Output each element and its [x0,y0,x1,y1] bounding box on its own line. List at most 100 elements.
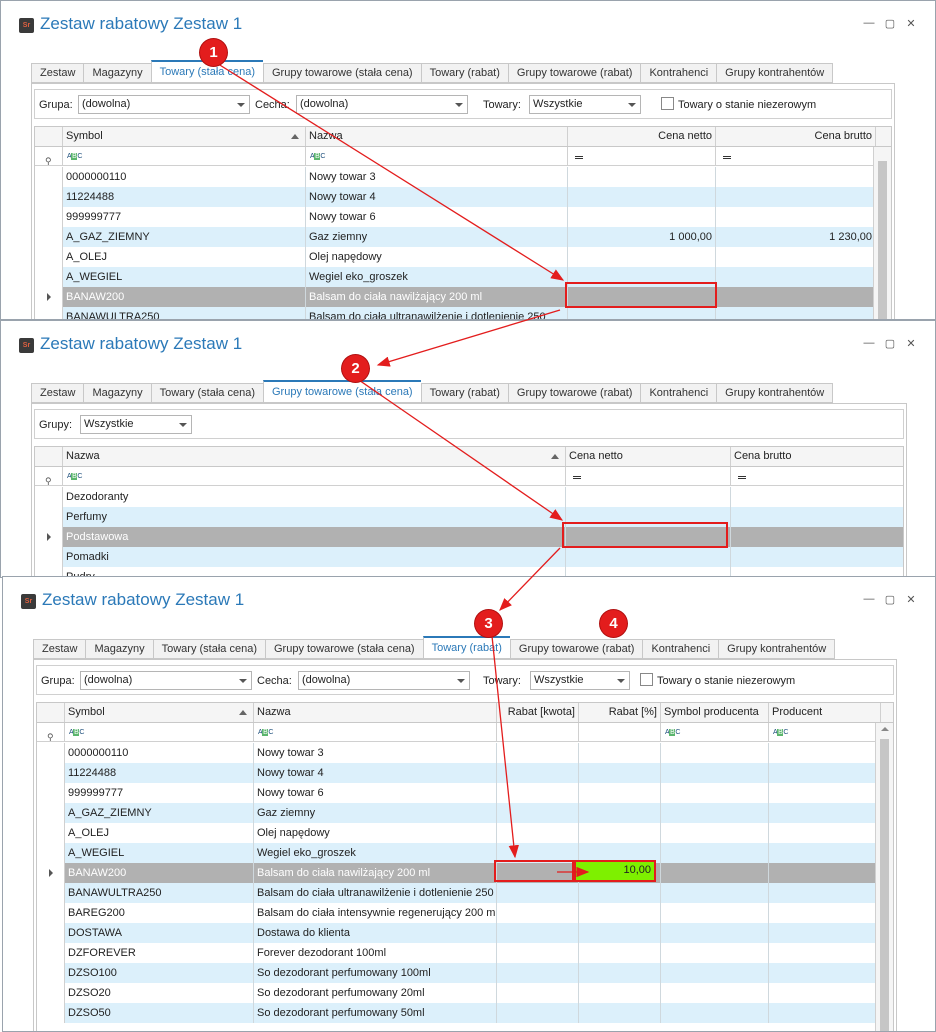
close-icon[interactable]: ✕ [906,594,916,606]
cell-discount-percent[interactable] [579,803,661,823]
cell-symbol[interactable]: 999999777 [65,783,254,803]
scrollbar-thumb[interactable] [878,161,887,319]
cell-net-price[interactable] [568,307,716,319]
cell-producer-symbol[interactable] [661,743,769,763]
cell-producer[interactable] [769,783,881,803]
cell-net-price[interactable] [566,567,731,577]
tab-zestaw[interactable]: Zestaw [33,639,86,659]
cell-producer-symbol[interactable] [661,783,769,803]
row-indicator[interactable] [37,863,65,883]
cell-net-price[interactable] [568,207,716,227]
cell-symbol[interactable]: DZSO50 [65,1003,254,1023]
row-indicator[interactable] [35,307,63,319]
column-header-symbol[interactable]: Symbol [63,127,306,146]
goods-combo[interactable]: Wszystkie [529,95,641,114]
cell-producer[interactable] [769,963,881,983]
cell-producer[interactable] [769,863,881,883]
maximize-icon[interactable]: ▢ [884,338,896,350]
tab-towary-rabat[interactable]: Towary (rabat) [420,383,508,403]
cell-producer[interactable] [769,923,881,943]
filter-cell-name[interactable]: ABC [63,467,566,485]
cell-name[interactable]: Olej napędowy [254,823,497,843]
cell-discount-percent[interactable] [579,783,661,803]
cell-producer-symbol[interactable] [661,843,769,863]
cell-producer-symbol[interactable] [661,903,769,923]
row-indicator[interactable] [37,983,65,1003]
table-row[interactable]: BANAWULTRA250 Balsam do ciała ultranawilż… [37,883,893,903]
tab-towary-stala-cena[interactable]: Towary (stała cena) [152,639,265,659]
cell-name[interactable]: Nowy towar 4 [254,763,497,783]
cell-producer[interactable] [769,883,881,903]
cell-discount-amount[interactable] [497,1003,579,1023]
tab-magazyny[interactable]: Magazyny [85,639,153,659]
cell-net-price[interactable] [566,487,731,507]
table-row[interactable]: A_GAZ_ZIEMNY Gaz ziemny 1 000,00 1 230,00 [35,227,891,247]
vertical-scrollbar[interactable] [873,147,891,319]
table-row[interactable]: Pomadki [35,547,903,567]
cell-name[interactable]: Pudry [63,567,566,577]
cell-name[interactable]: Nowy towar 3 [254,743,497,763]
cell-name[interactable]: Wegiel eko_groszek [306,267,568,287]
cell-net-price[interactable] [568,267,716,287]
table-row[interactable]: A_GAZ_ZIEMNY Gaz ziemny [37,803,893,823]
cell-producer[interactable] [769,843,881,863]
cell-net-price[interactable] [566,507,731,527]
filter-cell-producer[interactable]: ABC [769,723,881,741]
cell-net-price[interactable] [568,187,716,207]
cell-gross-price[interactable] [716,287,876,307]
filter-cell-discount-percent[interactable] [579,723,661,741]
cell-gross-price[interactable] [716,247,876,267]
cell-symbol[interactable]: 999999777 [63,207,306,227]
cell-discount-percent[interactable] [579,883,661,903]
scrollbar-thumb[interactable] [880,739,889,1031]
cell-name[interactable]: Wegiel eko_groszek [254,843,497,863]
column-header-symbol[interactable]: Symbol [65,703,254,722]
nonzero-stock-checkbox[interactable] [661,97,674,110]
row-indicator[interactable] [37,803,65,823]
cell-symbol[interactable]: A_GAZ_ZIEMNY [63,227,306,247]
cell-discount-percent[interactable] [579,863,661,883]
tab-kontrahenci[interactable]: Kontrahenci [640,383,717,403]
cell-producer[interactable] [769,823,881,843]
column-header-name[interactable]: Nazwa [306,127,568,146]
table-row[interactable]: A_WEGIEL Wegiel eko_groszek [37,843,893,863]
cell-discount-amount[interactable] [497,803,579,823]
cell-name[interactable]: So dezodorant perfumowany 50ml [254,1003,497,1023]
cell-producer-symbol[interactable] [661,923,769,943]
cell-symbol[interactable]: A_OLEJ [63,247,306,267]
cell-discount-percent[interactable] [579,903,661,923]
cell-name[interactable]: Balsam do ciała ultranawilżenie i dotlen… [306,307,568,319]
cell-producer-symbol[interactable] [661,883,769,903]
cell-name[interactable]: Pomadki [63,547,566,567]
table-row[interactable]: 11224488 Nowy towar 4 [35,187,891,207]
row-indicator[interactable] [37,943,65,963]
cell-name[interactable]: Olej napędowy [306,247,568,267]
group-combo[interactable]: (dowolna) [78,95,250,114]
cell-discount-percent[interactable] [579,943,661,963]
table-row[interactable]: DZSO50 So dezodorant perfumowany 50ml [37,1003,893,1023]
cell-producer-symbol[interactable] [661,803,769,823]
cell-gross-price[interactable] [716,307,876,319]
cell-producer-symbol[interactable] [661,823,769,843]
tab-towary-rabat[interactable]: Towary (rabat) [422,636,510,659]
table-row[interactable]: 999999777 Nowy towar 6 [37,783,893,803]
groups-combo[interactable]: Wszystkie [80,415,192,434]
vertical-scrollbar[interactable] [875,723,893,1031]
table-row[interactable]: DZSO100 So dezodorant perfumowany 100ml [37,963,893,983]
cell-symbol[interactable]: BAREG200 [65,903,254,923]
row-indicator[interactable] [37,923,65,943]
cell-symbol[interactable]: 11224488 [63,187,306,207]
cell-symbol[interactable]: A_OLEJ [65,823,254,843]
cell-discount-percent[interactable] [579,1003,661,1023]
maximize-icon[interactable]: ▢ [884,594,896,606]
table-row[interactable]: BAREG200 Balsam do ciała intensywnie rege… [37,903,893,923]
row-indicator[interactable] [37,963,65,983]
row-indicator[interactable] [37,783,65,803]
cell-symbol[interactable]: 0000000110 [65,743,254,763]
column-header-discount-amount[interactable]: Rabat [kwota] [497,703,579,722]
tab-grupy-towarowe-stala-cena[interactable]: Grupy towarowe (stała cena) [262,380,421,403]
filter-cell-gross[interactable] [731,467,903,485]
cell-discount-amount[interactable] [497,823,579,843]
row-indicator[interactable] [37,903,65,923]
cell-name[interactable]: Nowy towar 3 [306,167,568,187]
